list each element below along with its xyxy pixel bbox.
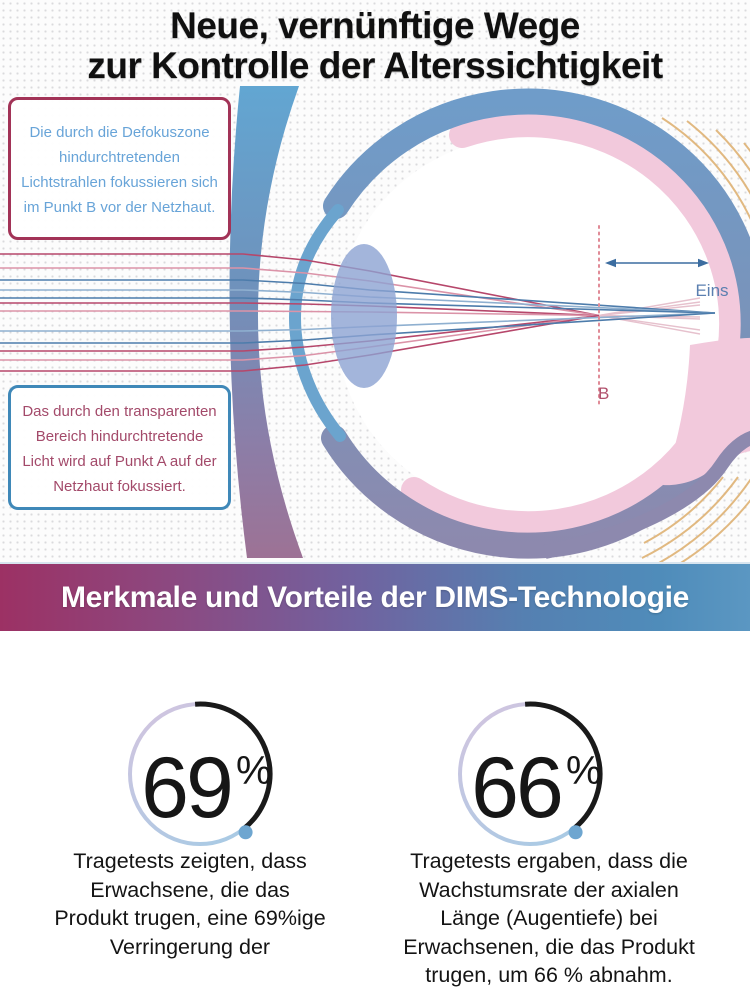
- callout-defocus-zone: Die durch die Defokuszone hindurchtreten…: [8, 97, 231, 240]
- lash-arcs-bottom-right: [641, 476, 750, 562]
- progress-arc: [194, 701, 273, 831]
- stat-ring-69: 69 %: [128, 701, 273, 846]
- light-rays-focused: [0, 279, 716, 344]
- sclera-blue-layer: [321, 88, 750, 559]
- stats-section: 69 % 66 % Tragetests zeigten, dass Erwac…: [0, 631, 750, 1000]
- progress-arc: [524, 701, 603, 831]
- stat-description-69: Tragetests zeigten, dass Erwachsene, die…: [54, 849, 326, 959]
- eye-cross-section-diagram: Eins B: [0, 86, 750, 562]
- callout-clear-zone: Das durch den transparenten Bereich hind…: [8, 385, 231, 510]
- distance-arrow: [605, 258, 709, 268]
- spectacle-lens: [229, 86, 303, 558]
- stat-description-66: Tragetests ergaben, dass die Wachstumsra…: [403, 849, 695, 987]
- stat-ring-66: 66 %: [458, 701, 603, 846]
- progress-dot: [238, 825, 253, 840]
- crystalline-lens: [331, 244, 397, 388]
- lash-arcs-top-right: [661, 117, 750, 221]
- section-banner: Merkmale und Vorteile der DIMS-Technolog…: [0, 562, 750, 631]
- point-b-label: B: [598, 384, 609, 403]
- stat-value: 66: [471, 740, 561, 836]
- stat-value: 69: [141, 740, 231, 836]
- progress-dot: [568, 825, 583, 840]
- eye-diagram-section: Neue, vernünftige Wege zur Kontrolle der…: [0, 0, 750, 562]
- optic-band: [543, 430, 750, 559]
- banner-title: Merkmale und Vorteile der DIMS-Technolog…: [60, 580, 690, 614]
- light-rays-defocused: [0, 253, 600, 372]
- stat-unit: %: [566, 749, 602, 793]
- page-title: Neue, vernünftige Wege zur Kontrolle der…: [87, 5, 663, 86]
- stat-unit: %: [236, 749, 272, 793]
- distance-label: Eins: [695, 281, 728, 300]
- cornea: [288, 204, 346, 442]
